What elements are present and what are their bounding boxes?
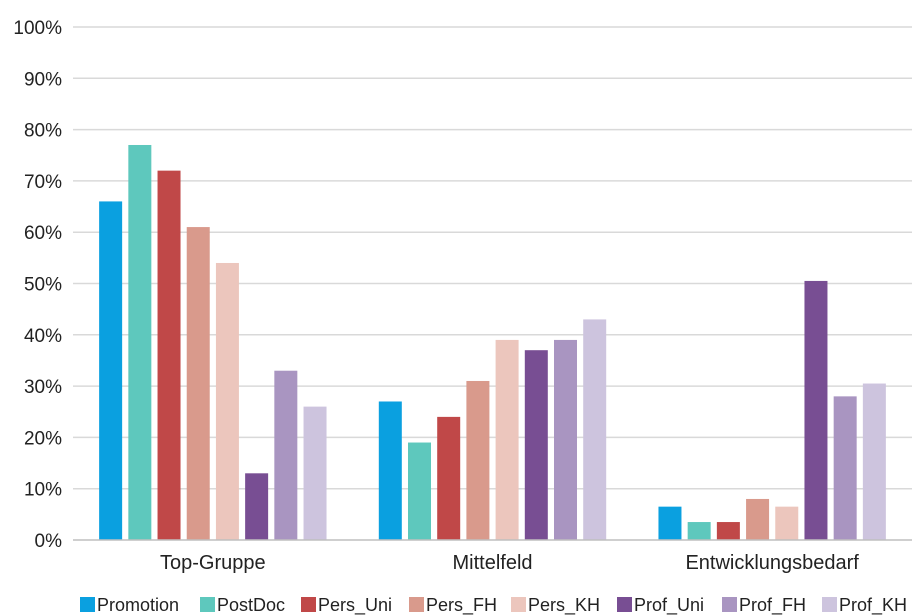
bar-pers-uni	[437, 416, 461, 540]
y-tick-label: 40%	[24, 326, 62, 347]
legend-label: Pers_FH	[426, 595, 497, 615]
bar-pers-uni	[157, 170, 181, 540]
bar-pers-fh	[466, 380, 490, 540]
y-tick-label: 50%	[24, 275, 62, 296]
y-tick-label: 0%	[35, 531, 63, 552]
legend-swatch	[722, 597, 737, 612]
x-category-label: Top-Gruppe	[160, 552, 266, 574]
y-tick-label: 30%	[24, 377, 62, 398]
legend-swatch	[200, 597, 215, 612]
bar-pers-fh	[746, 498, 770, 540]
y-tick-label: 60%	[24, 223, 62, 244]
y-tick-label: 20%	[24, 428, 62, 449]
y-axis-tick-labels: 0% 10% 20% 30% 40% 50% 60% 70% 80% 90% 100%	[13, 18, 62, 552]
y-tick-label: 10%	[24, 480, 62, 501]
x-category-label: Entwicklungsbedarf	[685, 552, 859, 574]
bar-promotion	[658, 506, 682, 540]
legend-label: PostDoc	[217, 595, 285, 615]
bar-postdoc	[687, 522, 711, 540]
bar-postdoc	[408, 442, 431, 540]
legend-label: Prof_KH	[839, 595, 907, 615]
bar-prof-kh	[303, 406, 327, 540]
legend-label: Promotion	[97, 595, 179, 615]
legend-swatch	[301, 597, 316, 612]
legend-label: Prof_FH	[739, 595, 806, 615]
legend-label: Pers_Uni	[318, 595, 392, 615]
bar-prof-kh	[862, 383, 886, 540]
y-tick-label: 80%	[24, 121, 62, 142]
legend-swatch	[80, 597, 95, 612]
y-tick-label: 90%	[24, 69, 62, 90]
legend-swatch	[511, 597, 526, 612]
bar-prof-uni	[245, 473, 269, 540]
bar-pers-uni	[716, 522, 740, 540]
bars	[99, 144, 886, 541]
bar-pers-kh	[775, 506, 799, 540]
legend-swatch	[617, 597, 632, 612]
grid-lines	[73, 26, 912, 490]
legend: Promotion PostDoc Pers_Uni Pers_FH Pers_KH Pr…	[80, 595, 907, 615]
bar-promotion	[378, 401, 402, 540]
bar-pers-fh	[186, 227, 210, 540]
bar-prof-uni	[524, 350, 548, 540]
x-category-label: Mittelfeld	[452, 552, 532, 574]
bar-prof-fh	[274, 370, 298, 540]
bar-prof-fh	[554, 339, 577, 540]
category-labels: Top-Gruppe Mittelfeld Entwicklungsbedarf	[160, 552, 859, 574]
legend-swatch	[822, 597, 837, 612]
y-tick-label: 70%	[24, 172, 62, 193]
bar-prof-kh	[583, 319, 607, 540]
legend-label: Prof_Uni	[634, 595, 704, 615]
bar-promotion	[99, 201, 123, 541]
legend-swatch	[409, 597, 424, 612]
bar-postdoc	[128, 144, 152, 541]
bar-pers-kh	[215, 262, 239, 540]
legend-label: Pers_KH	[528, 595, 600, 615]
bar-prof-uni	[804, 280, 828, 540]
y-tick-label: 100%	[13, 18, 62, 39]
bar-pers-kh	[495, 339, 519, 540]
bar-prof-fh	[833, 396, 857, 540]
